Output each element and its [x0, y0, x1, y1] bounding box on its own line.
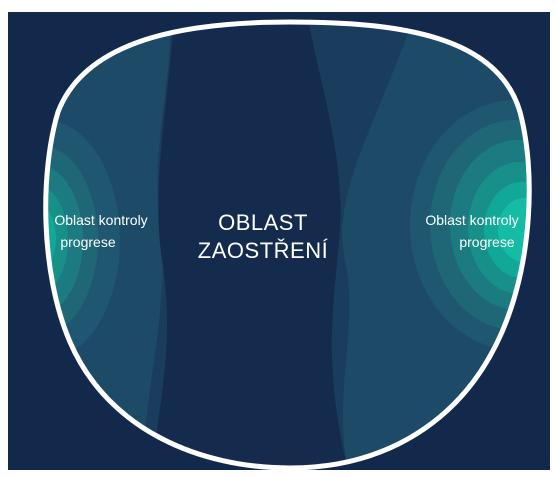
- right-label: progrese: [459, 234, 514, 250]
- right-label: Oblast kontroly: [425, 212, 518, 228]
- center-label: ZAOSTŘENÍ: [198, 238, 329, 263]
- center-label: OBLAST: [218, 210, 308, 235]
- lens-outline: [43, 19, 532, 471]
- left-label: Oblast kontroly: [54, 212, 147, 228]
- left-label: progrese: [60, 234, 115, 250]
